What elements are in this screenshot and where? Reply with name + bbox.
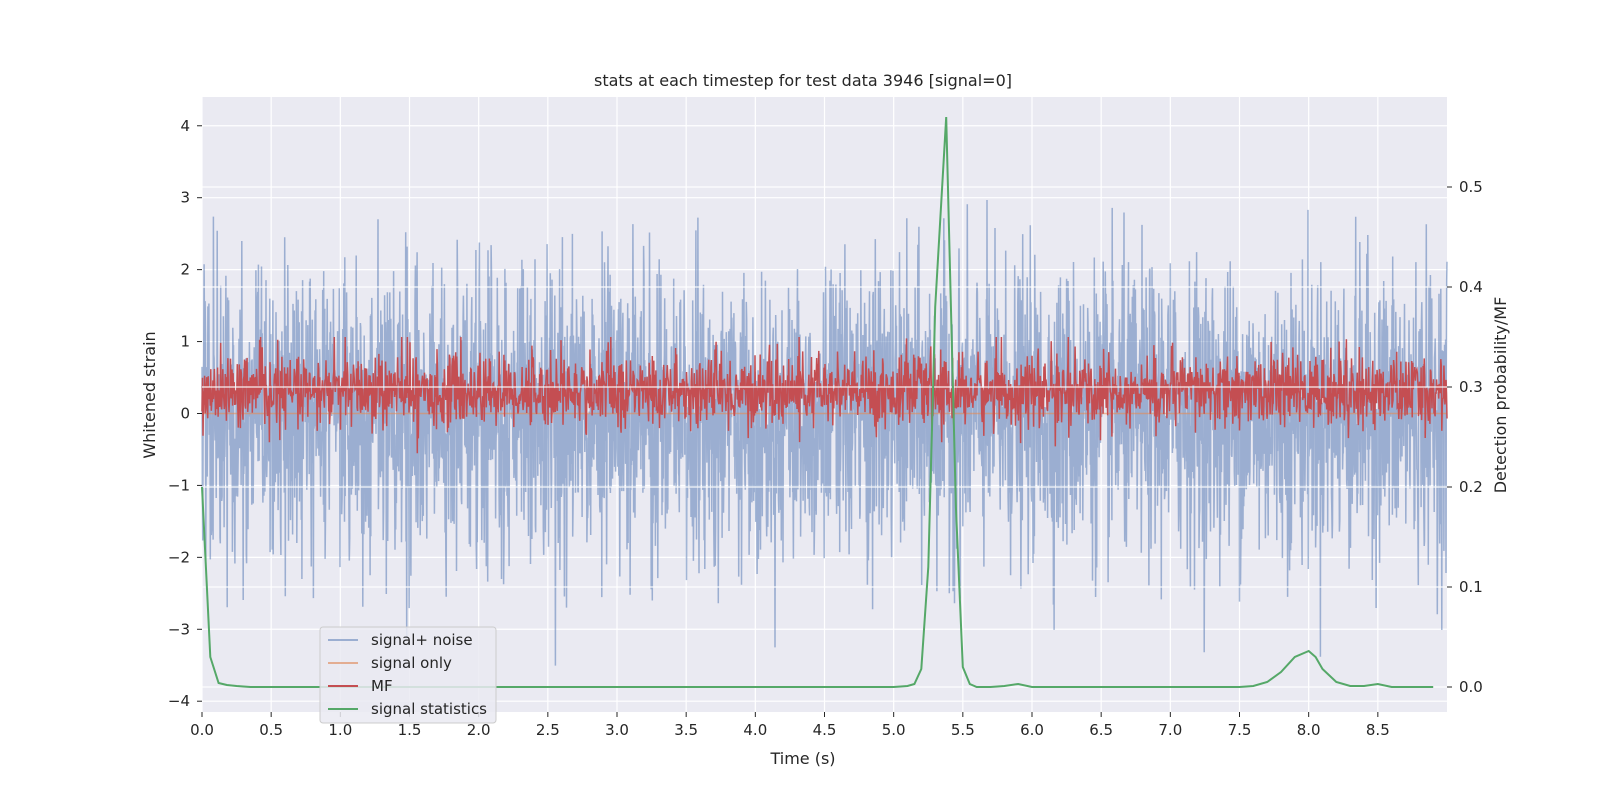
y2-tick-label: 0.1 xyxy=(1459,578,1483,596)
x-tick-label: 0.5 xyxy=(259,721,283,739)
y2-tick-label: 0.5 xyxy=(1459,178,1483,196)
x-tick-label: 8.5 xyxy=(1366,721,1390,739)
x-axis-ticks: 0.0 0.5 1.0 1.5 2.0 2.5 3.0 3.5 4.0 4.5 5.0 5.5 6.0 6… xyxy=(190,712,1390,739)
x-tick-label: 1.5 xyxy=(398,721,422,739)
y-tick-label: −1 xyxy=(168,476,190,494)
x-tick-label: 6.5 xyxy=(1089,721,1113,739)
y-tick-label: 2 xyxy=(180,261,190,279)
y-axis-ticks: −4 −3 −2 −1 0 1 2 3 4 xyxy=(168,117,202,710)
x-tick-label: 8.0 xyxy=(1297,721,1321,739)
y2-tick-label: 0.4 xyxy=(1459,278,1483,296)
y2-tick-label: 0.2 xyxy=(1459,478,1483,496)
x-tick-label: 7.5 xyxy=(1228,721,1252,739)
series-signal-noise xyxy=(201,199,1448,666)
x-tick-label: 0.0 xyxy=(190,721,214,739)
y-axis-label: Whitened strain xyxy=(140,331,159,458)
y2-tick-label: 0.3 xyxy=(1459,378,1483,396)
legend-label-signal-statistics: signal statistics xyxy=(371,700,487,718)
x-tick-label: 1.0 xyxy=(328,721,352,739)
x-tick-label: 5.5 xyxy=(951,721,975,739)
x-tick-label: 3.0 xyxy=(605,721,629,739)
y2-axis-ticks: 0.0 0.1 0.2 0.3 0.4 0.5 xyxy=(1447,178,1483,696)
legend: signal+ noise signal only MF signal stat… xyxy=(319,626,497,724)
y-tick-label: 4 xyxy=(180,117,190,135)
chart-title: stats at each timestep for test data 394… xyxy=(594,71,1012,90)
x-tick-label: 2.5 xyxy=(536,721,560,739)
legend-box xyxy=(319,626,497,724)
plot-area xyxy=(201,97,1448,712)
legend-label-signal-only: signal only xyxy=(371,654,452,672)
y-tick-label: −4 xyxy=(168,692,190,710)
y2-tick-label: 0.0 xyxy=(1459,678,1483,696)
y-tick-label: 1 xyxy=(180,333,190,351)
legend-label-mf: MF xyxy=(371,677,393,695)
legend-label-signal-noise: signal+ noise xyxy=(371,631,473,649)
x-tick-label: 7.0 xyxy=(1158,721,1182,739)
y-tick-label: −3 xyxy=(168,620,190,638)
x-tick-label: 3.5 xyxy=(674,721,698,739)
signal-noise-line xyxy=(201,199,1448,666)
y-tick-label: −2 xyxy=(168,548,190,566)
series-mf xyxy=(201,336,1448,454)
x-axis-label: Time (s) xyxy=(769,749,835,768)
y-tick-label: 0 xyxy=(180,404,190,422)
x-tick-label: 6.0 xyxy=(1020,721,1044,739)
x-tick-label: 4.0 xyxy=(743,721,767,739)
x-tick-label: 5.0 xyxy=(882,721,906,739)
mf-line xyxy=(201,336,1448,454)
y2-axis-label: Detection probability/MF xyxy=(1491,297,1510,494)
y-tick-label: 3 xyxy=(180,189,190,207)
x-tick-label: 4.5 xyxy=(813,721,837,739)
x-tick-label: 2.0 xyxy=(467,721,491,739)
